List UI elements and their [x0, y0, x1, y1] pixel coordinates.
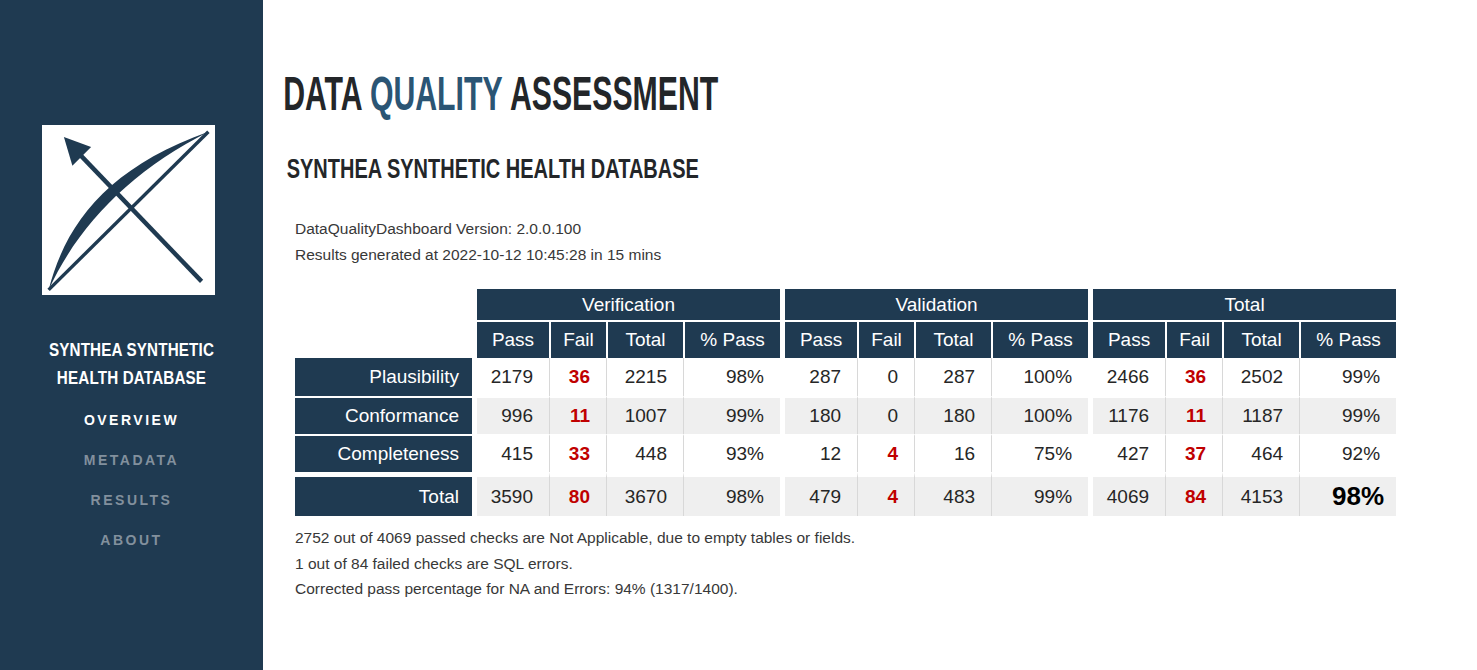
col-header-total-total: Total — [1222, 322, 1299, 358]
cell-plausibility-10: 2502 — [1222, 358, 1299, 396]
sidebar-item-results[interactable]: RESULTS — [0, 480, 263, 520]
cell-completeness-8: 427 — [1088, 434, 1165, 472]
col-header-validation-fail: Fail — [857, 322, 914, 358]
col-header-total-pass: % Pass — [1299, 322, 1396, 358]
cell-conformance-6: 180 — [914, 396, 991, 434]
cell-total-5: 4 — [857, 472, 914, 516]
cell-total-2: 3670 — [606, 472, 683, 516]
cell-total-3: 98% — [683, 472, 780, 516]
cell-total-4: 479 — [780, 472, 857, 516]
cell-plausibility-11: 99% — [1299, 358, 1396, 396]
generated-line: Results generated at 2022-10-12 10:45:28… — [295, 242, 1477, 268]
cell-completeness-2: 448 — [606, 434, 683, 472]
cell-completeness-9: 37 — [1165, 434, 1222, 472]
cell-plausibility-4: 287 — [780, 358, 857, 396]
footnote-3: Corrected pass percentage for NA and Err… — [295, 576, 1477, 602]
cell-completeness-11: 92% — [1299, 434, 1396, 472]
cell-completeness-3: 93% — [683, 434, 780, 472]
main-content: DATAQUALITYASSESSMENT SYNTHEA SYNTHETIC … — [263, 0, 1477, 670]
cell-conformance-3: 99% — [683, 396, 780, 434]
header-spacer — [295, 289, 472, 358]
footnote-1: 2752 out of 4069 passed checks are Not A… — [295, 525, 1477, 551]
footnote-2: 1 out of 84 failed checks are SQL errors… — [295, 551, 1477, 577]
cell-completeness-10: 464 — [1222, 434, 1299, 472]
cell-plausibility-7: 100% — [991, 358, 1088, 396]
group-header-total: Total — [1088, 289, 1396, 322]
summary-table-body: Plausibility217936221598%2870287100%2466… — [295, 358, 1396, 516]
cell-completeness-6: 16 — [914, 434, 991, 472]
cell-conformance-2: 1007 — [606, 396, 683, 434]
cell-conformance-1: 11 — [549, 396, 606, 434]
summary-table: VerificationValidationTotalPassFailTotal… — [295, 289, 1396, 516]
database-subtitle: SYNTHEA SYNTHETIC HEALTH DATABASE — [263, 118, 1161, 183]
cell-conformance-4: 180 — [780, 396, 857, 434]
cell-conformance-11: 99% — [1299, 396, 1396, 434]
row-label-plausibility: Plausibility — [295, 358, 472, 396]
cell-plausibility-9: 36 — [1165, 358, 1222, 396]
cell-completeness-1: 33 — [549, 434, 606, 472]
col-header-validation-pass: % Pass — [991, 322, 1088, 358]
col-header-verification-pass: % Pass — [683, 322, 780, 358]
table-row-conformance: Conformance99611100799%1800180100%117611… — [295, 396, 1396, 434]
cell-completeness-5: 4 — [857, 434, 914, 472]
title-word-quality: QUALITY — [370, 67, 503, 120]
col-header-verification-total: Total — [606, 322, 683, 358]
sidebar-database-title: SYNTHEA SYNTHETIC HEALTH DATABASE — [38, 336, 226, 392]
group-header-verification: Verification — [472, 289, 780, 322]
sidebar-item-about[interactable]: ABOUT — [0, 520, 263, 560]
cell-completeness-0: 415 — [472, 434, 549, 472]
col-header-verification-fail: Fail — [549, 322, 606, 358]
cell-conformance-8: 1176 — [1088, 396, 1165, 434]
row-label-completeness: Completeness — [295, 434, 472, 472]
row-label-conformance: Conformance — [295, 396, 472, 434]
col-header-total-fail: Fail — [1165, 322, 1222, 358]
logo — [42, 125, 215, 295]
bow-arrow-logo-icon — [42, 125, 215, 295]
cell-conformance-5: 0 — [857, 396, 914, 434]
col-header-verification-pass: Pass — [472, 322, 549, 358]
sidebar: SYNTHEA SYNTHETIC HEALTH DATABASE OVERVI… — [0, 0, 263, 670]
table-row-completeness: Completeness4153344893%1241675%427374649… — [295, 434, 1396, 472]
cell-total-7: 99% — [991, 472, 1088, 516]
cell-plausibility-8: 2466 — [1088, 358, 1165, 396]
sidebar-item-overview[interactable]: OVERVIEW — [0, 400, 263, 440]
footnotes: 2752 out of 4069 passed checks are Not A… — [295, 525, 1477, 602]
title-word-assessment: ASSESSMENT — [510, 67, 718, 120]
cell-total-11: 98% — [1299, 472, 1396, 516]
cell-plausibility-2: 2215 — [606, 358, 683, 396]
cell-conformance-7: 100% — [991, 396, 1088, 434]
table-row-total: Total359080367098%479448399%406984415398… — [295, 472, 1396, 516]
row-label-total: Total — [295, 472, 472, 516]
cell-completeness-4: 12 — [780, 434, 857, 472]
cell-completeness-7: 75% — [991, 434, 1088, 472]
cell-total-6: 483 — [914, 472, 991, 516]
title-word-data: DATA — [283, 67, 362, 120]
cell-conformance-0: 996 — [472, 396, 549, 434]
version-line: DataQualityDashboard Version: 2.0.0.100 — [295, 216, 1477, 242]
col-header-total-pass: Pass — [1088, 322, 1165, 358]
group-header-validation: Validation — [780, 289, 1088, 322]
meta-info: DataQualityDashboard Version: 2.0.0.100 … — [295, 216, 1477, 267]
summary-table-header: VerificationValidationTotalPassFailTotal… — [295, 289, 1396, 358]
col-header-validation-total: Total — [914, 322, 991, 358]
cell-conformance-9: 11 — [1165, 396, 1222, 434]
cell-total-9: 84 — [1165, 472, 1222, 516]
cell-total-1: 80 — [549, 472, 606, 516]
sidebar-item-metadata[interactable]: METADATA — [0, 440, 263, 480]
sidebar-nav: OVERVIEWMETADATARESULTSABOUT — [0, 400, 263, 560]
cell-total-8: 4069 — [1088, 472, 1165, 516]
cell-plausibility-3: 98% — [683, 358, 780, 396]
cell-plausibility-5: 0 — [857, 358, 914, 396]
page-title: DATAQUALITYASSESSMENT — [263, 0, 1028, 118]
cell-total-10: 4153 — [1222, 472, 1299, 516]
cell-plausibility-6: 287 — [914, 358, 991, 396]
cell-plausibility-0: 2179 — [472, 358, 549, 396]
cell-total-0: 3590 — [472, 472, 549, 516]
cell-plausibility-1: 36 — [549, 358, 606, 396]
table-row-plausibility: Plausibility217936221598%2870287100%2466… — [295, 358, 1396, 396]
col-header-validation-pass: Pass — [780, 322, 857, 358]
cell-conformance-10: 1187 — [1222, 396, 1299, 434]
